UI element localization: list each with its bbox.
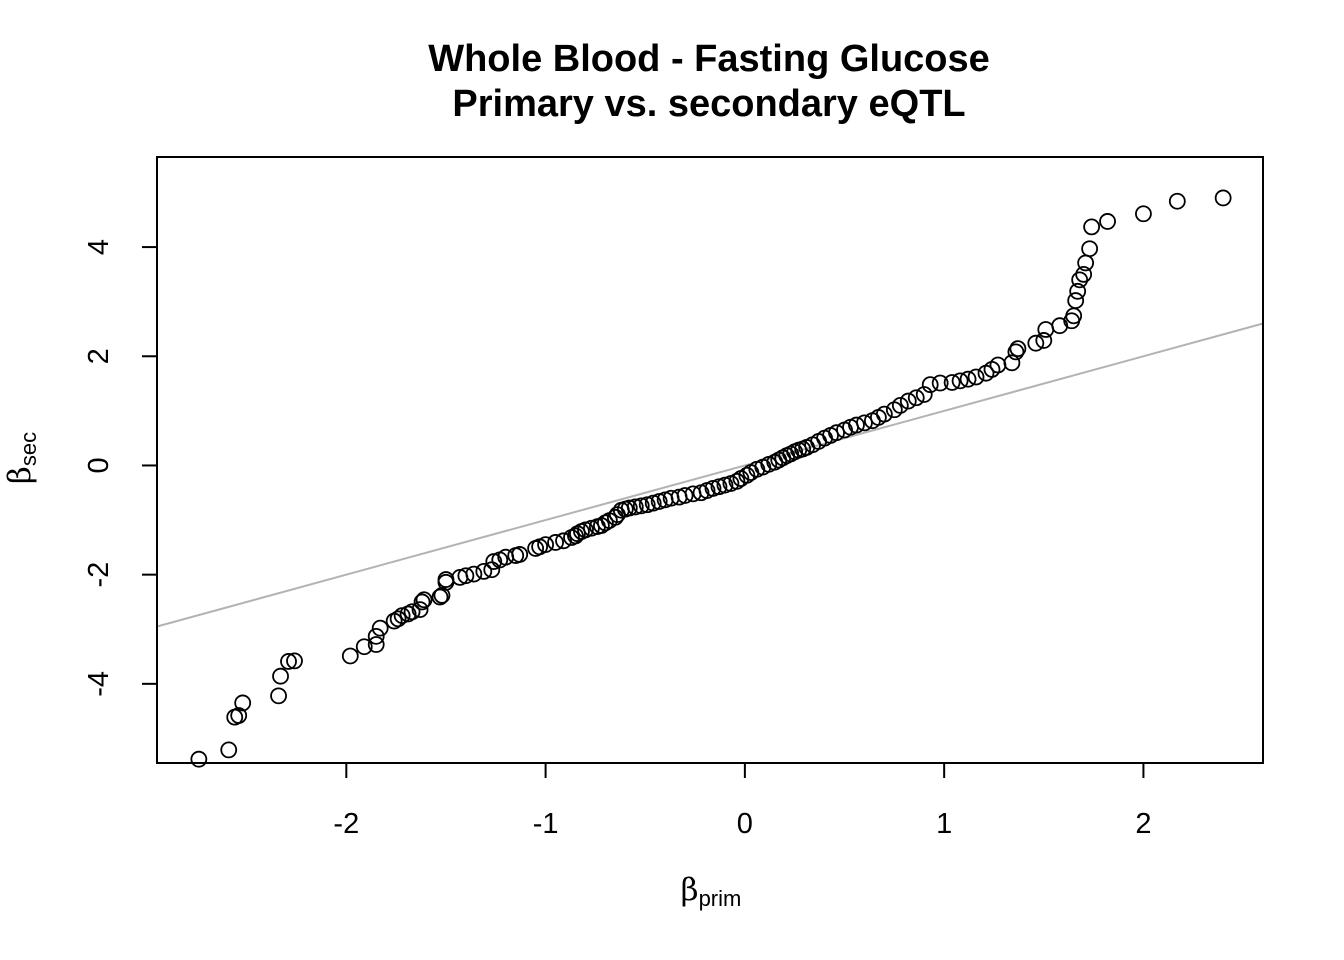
data-point: [632, 497, 650, 515]
data-point: [1003, 354, 1021, 372]
data-point: [355, 638, 373, 656]
data-point: [899, 392, 917, 410]
x-tick-label: -1: [533, 808, 559, 840]
y-tick-label: 2: [83, 348, 115, 364]
data-point: [1083, 218, 1101, 236]
data-point: [1081, 240, 1099, 258]
data-point: [1065, 307, 1083, 325]
data-point: [286, 652, 303, 670]
x-axis-label: βprim: [681, 872, 742, 911]
data-point: [967, 368, 985, 386]
data-point: [1214, 189, 1232, 207]
x-tick-label: 2: [1135, 808, 1151, 840]
data-point: [234, 694, 252, 712]
data-point: [431, 588, 449, 606]
y-tick-label: -4: [83, 671, 115, 697]
y-axis-label-subscript: sec: [16, 432, 41, 466]
y-axis-label: βsec: [2, 432, 41, 484]
data-point: [1009, 340, 1027, 358]
data-point: [1067, 292, 1085, 309]
data-point: [190, 750, 208, 768]
data-point: [465, 565, 483, 583]
x-axis-label-symbol: β: [681, 872, 699, 908]
data-point: [1075, 265, 1093, 283]
data-point: [931, 374, 949, 392]
data-point: [1037, 321, 1055, 338]
data-point: [1135, 205, 1152, 223]
data-point: [1035, 332, 1053, 349]
data-point: [367, 636, 385, 653]
data-point: [951, 372, 969, 390]
x-axis: -2 -1 0 1 2: [333, 762, 1152, 840]
chart-title: Whole Blood - Fasting Glucose: [428, 38, 990, 80]
y-tick-label: 4: [83, 239, 115, 255]
y-tick-label: -2: [83, 562, 115, 588]
data-point: [272, 667, 289, 685]
data-point: [511, 546, 529, 563]
y-axis-label-symbol: β: [2, 466, 38, 484]
data-point: [547, 534, 564, 551]
data-point: [415, 591, 433, 609]
data-point: [891, 397, 909, 414]
x-axis-label-subscript: prim: [699, 886, 742, 911]
data-point: [230, 707, 248, 724]
y-tick-label: 0: [83, 457, 115, 473]
data-point: [280, 653, 297, 670]
data-point: [1099, 213, 1116, 230]
data-point: [371, 619, 389, 637]
data-point: [1168, 192, 1186, 210]
data-point: [389, 610, 407, 628]
data-point: [738, 466, 756, 484]
data-point: [341, 647, 359, 665]
data-point: [367, 627, 385, 645]
data-point: [403, 603, 421, 621]
data-point: [828, 424, 845, 442]
data-point: [921, 376, 939, 394]
data-point: [1007, 343, 1025, 361]
data-point: [413, 593, 431, 611]
x-tick-label: 0: [737, 808, 753, 840]
data-point: [1071, 271, 1089, 289]
data-point: [728, 472, 746, 490]
data-point: [626, 498, 644, 516]
data-point: [848, 416, 865, 434]
points-layer: [190, 189, 1232, 768]
chart-subtitle: Primary vs. secondary eQTL: [452, 83, 965, 125]
data-point: [220, 741, 238, 759]
x-tick-label: -2: [333, 808, 359, 840]
data-point: [1077, 254, 1095, 272]
reference-line: [156, 322, 1264, 628]
data-point: [270, 687, 287, 705]
data-point: [915, 386, 933, 403]
data-point: [856, 414, 873, 432]
data-point: [1069, 282, 1087, 300]
y-axis: -4 -2 0 2 4: [83, 239, 158, 697]
data-point: [959, 370, 977, 388]
data-point: [943, 374, 961, 391]
data-point: [475, 562, 493, 580]
data-point: [537, 536, 554, 554]
data-point: [676, 487, 694, 504]
data-point: [411, 601, 429, 618]
data-point: [620, 499, 638, 517]
x-tick-label: 1: [936, 808, 952, 840]
data-point: [1027, 334, 1045, 352]
reference-line-layer: [156, 322, 1264, 628]
data-point: [907, 389, 925, 407]
data-point: [875, 405, 893, 423]
data-point: [457, 567, 475, 585]
